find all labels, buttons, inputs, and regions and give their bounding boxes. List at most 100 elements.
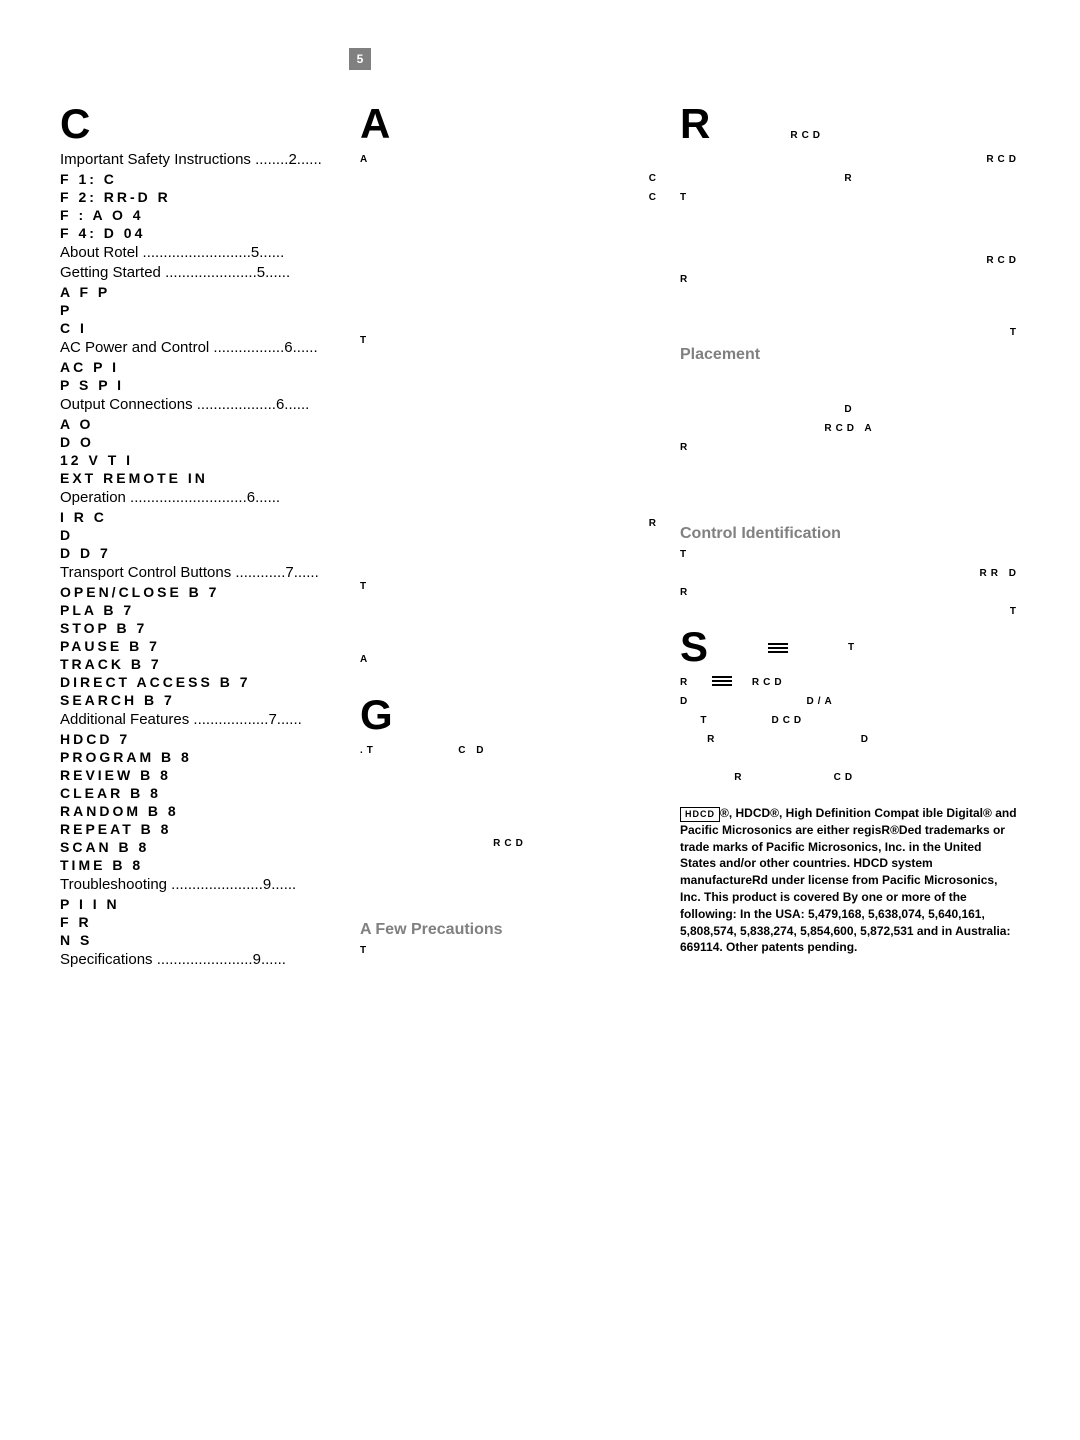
toc-sub-entry: F 2: RR-D R (60, 189, 340, 205)
body-line: A (360, 152, 660, 167)
toc-entry: Transport Control Buttons ............7.… (60, 564, 340, 581)
toc-label: Getting Started (60, 264, 161, 281)
body-line: T (360, 579, 660, 594)
toc-sub-entry: C I (60, 320, 340, 336)
toc-entry: Specifications .......................9.… (60, 951, 340, 968)
toc-sub-entry: PROGRAM B 8 (60, 749, 340, 765)
body-line: .T C D (360, 743, 660, 758)
toc-page: 9 (253, 951, 261, 968)
toc-page: 6 (247, 489, 255, 506)
toc-sub-entry: F R (60, 914, 340, 930)
toc-label: Specifications (60, 951, 153, 968)
toc-entry: AC Power and Control .................6.… (60, 339, 340, 356)
body-line: RCD A (680, 421, 1020, 436)
toc-label: Additional Features (60, 711, 189, 728)
toc-sub-entry: P I I N (60, 896, 340, 912)
toc-label: Transport Control Buttons (60, 564, 231, 581)
body-line: D D/A (680, 694, 1020, 709)
legal-notice: HDCD®, HDCD®, High Definition Compat ibl… (680, 805, 1020, 956)
toc-sub-entry: EXT REMOTE IN (60, 470, 340, 486)
bars-icon (712, 675, 732, 685)
toc-sub-entry: SEARCH B 7 (60, 692, 340, 708)
toc-entry: Troubleshooting ......................9.… (60, 876, 340, 893)
bars-icon (768, 642, 788, 652)
toc-entry: Operation ............................6.… (60, 489, 340, 506)
toc-sub-entry: HDCD 7 (60, 731, 340, 747)
toc-sub-entry: P S P I (60, 377, 340, 393)
toc-sub-entry: REVIEW B 8 (60, 767, 340, 783)
body-line: R (680, 440, 1020, 455)
toc-page: 6 (284, 339, 292, 356)
toc-sub-entry: A F P (60, 284, 340, 300)
toc-label: AC Power and Control (60, 339, 209, 356)
toc-sub-entry: REPEAT B 8 (60, 821, 340, 837)
toc-sub-entry: PLA B 7 (60, 602, 340, 618)
toc-sub-entry: AC P I (60, 359, 340, 375)
toc-sub-entry: DIRECT ACCESS B 7 (60, 674, 340, 690)
page-columns: C Important Safety Instructions ........… (60, 100, 1020, 971)
toc-sub-entry: TRACK B 7 (60, 656, 340, 672)
toc-entry: About Rotel ..........................5.… (60, 244, 340, 261)
body-line: T (360, 333, 660, 348)
toc-sub-entry: STOP B 7 (60, 620, 340, 636)
body-line: T (680, 325, 1020, 340)
body-line: RCD (360, 836, 660, 851)
toc-sub-entry: F 4: D 04 (60, 225, 340, 241)
toc-label: Troubleshooting (60, 876, 167, 893)
body-line: R RCD (680, 675, 1020, 690)
toc-sub-entry: SCAN B 8 (60, 839, 340, 855)
toc-sub-entry: 12 V T I (60, 452, 340, 468)
body-line: R CD (680, 770, 1020, 785)
toc-sub-entry: D D 7 (60, 545, 340, 561)
body-line: T (680, 190, 1020, 205)
toc-column: C Important Safety Instructions ........… (60, 100, 340, 971)
body-line: R D (680, 732, 1020, 747)
body-line: C (360, 190, 660, 205)
body-line: R (680, 272, 1020, 287)
body-line: A (360, 652, 660, 667)
body-line: R (680, 585, 1020, 600)
toc-page: 5 (251, 244, 259, 261)
body-line: T (680, 604, 1020, 619)
toc-page: 9 (263, 876, 271, 893)
toc-label: Important Safety Instructions (60, 151, 251, 168)
toc-sub-entry: D O (60, 434, 340, 450)
body-line: R (680, 171, 1020, 186)
section-letter-g: G (360, 691, 393, 739)
toc-page: 5 (257, 264, 265, 281)
toc-sub-entry: PAUSE B 7 (60, 638, 340, 654)
toc-entry: Additional Features ..................7.… (60, 711, 340, 728)
body-line: RCD (680, 152, 1020, 167)
toc-sub-entry: N S (60, 932, 340, 948)
toc-entry: Getting Started ......................5.… (60, 264, 340, 281)
body-line: C (360, 171, 660, 186)
section-letter-r: R (680, 100, 710, 148)
body-line: T (680, 547, 1020, 562)
toc-label: Output Connections (60, 396, 193, 413)
body-line: RCD (790, 128, 824, 143)
toc-entry: Important Safety Instructions ........2.… (60, 151, 340, 168)
middle-column: A A C C T R T A G .T C D RCD A Few Preca… (360, 100, 660, 971)
toc-page: 6 (276, 396, 284, 413)
toc-sub-entry: A O (60, 416, 340, 432)
body-line: T DCD (680, 713, 1020, 728)
page-number-badge: 5 (349, 48, 371, 70)
toc-label: Operation (60, 489, 126, 506)
toc-page: 7 (268, 711, 276, 728)
toc-page: 7 (285, 564, 293, 581)
right-column: R RCD RCD R T RCD R T Placement D RCD A … (680, 100, 1020, 971)
section-letter-c: C (60, 100, 340, 148)
section-letter-s: S (680, 623, 708, 671)
toc-sub-entry: D (60, 527, 340, 543)
toc-sub-entry: CLEAR B 8 (60, 785, 340, 801)
body-line: T (848, 640, 858, 655)
body-line: D (680, 402, 1020, 417)
placement-heading: Placement (680, 346, 1020, 364)
body-line: RCD (680, 253, 1020, 268)
toc-page: 2 (288, 151, 296, 168)
toc-sub-entry: F : A O 4 (60, 207, 340, 223)
toc-sub-entry: I R C (60, 509, 340, 525)
control-id-heading: Control Identification (680, 525, 1020, 543)
body-line: T (360, 943, 660, 958)
toc-label: About Rotel (60, 244, 138, 261)
